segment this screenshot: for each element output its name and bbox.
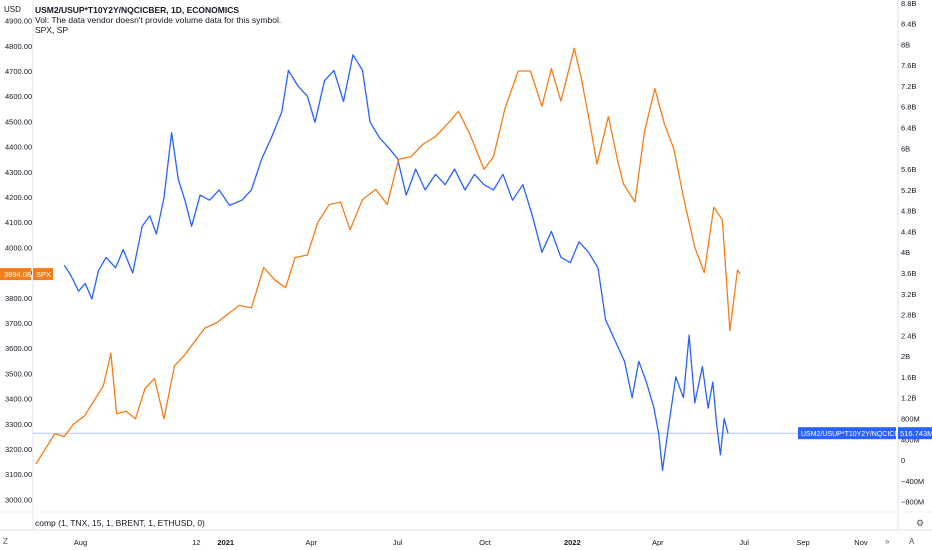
- time-tick-label: Sep: [796, 538, 809, 547]
- left-tick-label: 3200.00: [5, 445, 32, 454]
- right-tick-label: 2.8B: [901, 311, 916, 320]
- time-tick-label: 2021: [217, 538, 234, 547]
- spx-price-tag: [0, 268, 31, 281]
- time-axis[interactable]: Aug 12 2021 Apr Jul Oct 2022 Apr Jul Sep Nov: [74, 538, 868, 547]
- right-tick-label: −400M: [901, 477, 924, 486]
- right-tick-label: 0: [901, 456, 905, 465]
- left-tick-label: 4100.00: [5, 218, 32, 227]
- right-price-axis[interactable]: 8.8B 8.4B 8B 7.6B 7.2B 6.8B 6.4B 6B 5.6B 5.2B 4.8B…: [901, 0, 924, 507]
- left-price-axis[interactable]: 4900.00 4800.00 4700.00 4600.00 4500.00 4400.…: [5, 17, 32, 505]
- right-tick-label: 1.2B: [901, 394, 916, 403]
- left-tick-label: 4600.00: [5, 92, 32, 101]
- spx-name-tag-text: SPX: [36, 270, 51, 279]
- right-tick-label: 1.6B: [901, 373, 916, 382]
- right-tick-label: 8.4B: [901, 20, 916, 29]
- zoom-button[interactable]: Z: [3, 537, 8, 546]
- right-tick-label: 2.4B: [901, 331, 916, 340]
- series-line-spx[interactable]: [35, 47, 741, 465]
- right-tick-label: 4.8B: [901, 207, 916, 216]
- left-tick-label: 3500.00: [5, 369, 32, 378]
- right-tick-label: 3.2B: [901, 290, 916, 299]
- comp-name-tag-text: USM2/USUP*T10Y2Y/NQCICBER: [801, 431, 909, 438]
- comp-value-tag: [898, 427, 932, 440]
- series-layer: [35, 47, 741, 472]
- right-tick-label: 6B: [901, 144, 910, 153]
- left-tick-label: 4500.00: [5, 117, 32, 126]
- right-tick-label: 6.4B: [901, 124, 916, 133]
- right-tick-label: 5.2B: [901, 186, 916, 195]
- left-tick-label: 4300.00: [5, 168, 32, 177]
- right-tick-label: 8.8B: [901, 0, 916, 8]
- time-tick-label: Nov: [854, 538, 868, 547]
- left-tick-label: 3600.00: [5, 344, 32, 353]
- time-tick-label: Aug: [74, 538, 87, 547]
- left-tick-label: 4200.00: [5, 193, 32, 202]
- right-tick-label: 7.2B: [901, 82, 916, 91]
- left-tick-label: 4800.00: [5, 42, 32, 51]
- time-tick-label: Apr: [305, 538, 317, 547]
- left-tick-label: 4700.00: [5, 67, 32, 76]
- spx-name-tag: [33, 268, 53, 281]
- right-tick-label: 4B: [901, 248, 910, 257]
- left-tick-label: 3100.00: [5, 470, 32, 479]
- left-tick-label: 3800.00: [5, 294, 32, 303]
- right-tick-label: −800M: [901, 498, 924, 507]
- time-tick-label: Jul: [739, 538, 749, 547]
- legend-volume-note: Vol: The data vendor doesn't provide vol…: [35, 15, 282, 25]
- right-tick-label: 3.6B: [901, 269, 916, 278]
- left-tick-label: 3400.00: [5, 395, 32, 404]
- left-tick-label: 3700.00: [5, 319, 32, 328]
- right-tick-label: 6.8B: [901, 103, 916, 112]
- time-tick-label: Apr: [652, 538, 664, 547]
- time-tick-label: Jul: [393, 538, 403, 547]
- comp-value-tag-text: 516.743M: [900, 429, 932, 438]
- formula-label[interactable]: comp (1, TNX, 15, 1, BRENT, 1, ETHUSD, 0…: [35, 518, 205, 528]
- gear-icon[interactable]: ⚙: [916, 518, 925, 528]
- scroll-to-realtime-button[interactable]: »: [885, 537, 890, 546]
- chart-legend: USM2/USUP*T10Y2Y/NQCICBER, 1D, ECONOMICS…: [35, 5, 281, 35]
- left-axis-unit: USD: [4, 5, 21, 14]
- right-tick-label: 4.4B: [901, 227, 916, 236]
- left-tick-label: 4900.00: [5, 17, 32, 26]
- time-tick-label: 12: [192, 538, 200, 547]
- right-tick-label: 8B: [901, 40, 910, 49]
- right-tick-label: 2B: [901, 352, 910, 361]
- right-tick-label: 400M: [901, 435, 920, 444]
- series-line-comp[interactable]: [63, 54, 729, 472]
- time-tick-label: Oct: [479, 538, 492, 547]
- left-tick-label: 3300.00: [5, 420, 32, 429]
- comp-name-tag: [798, 427, 896, 440]
- left-tick-label: 4000.00: [5, 243, 32, 252]
- left-tick-label: 3000.00: [5, 495, 32, 504]
- right-tick-label: 800M: [901, 414, 920, 423]
- axis-frame: [0, 0, 932, 531]
- right-tick-label: 7.6B: [901, 61, 916, 70]
- left-tick-label: 4400.00: [5, 143, 32, 152]
- legend-series-spx[interactable]: SPX, SP: [35, 25, 69, 35]
- legend-title[interactable]: USM2/USUP*T10Y2Y/NQCICBER, 1D, ECONOMICS: [35, 5, 240, 15]
- spx-price-tag-text: 3894.08: [4, 270, 31, 279]
- right-tick-label: 5.6B: [901, 165, 916, 174]
- auto-scale-button[interactable]: A: [909, 537, 915, 546]
- time-tick-label: 2022: [564, 538, 581, 547]
